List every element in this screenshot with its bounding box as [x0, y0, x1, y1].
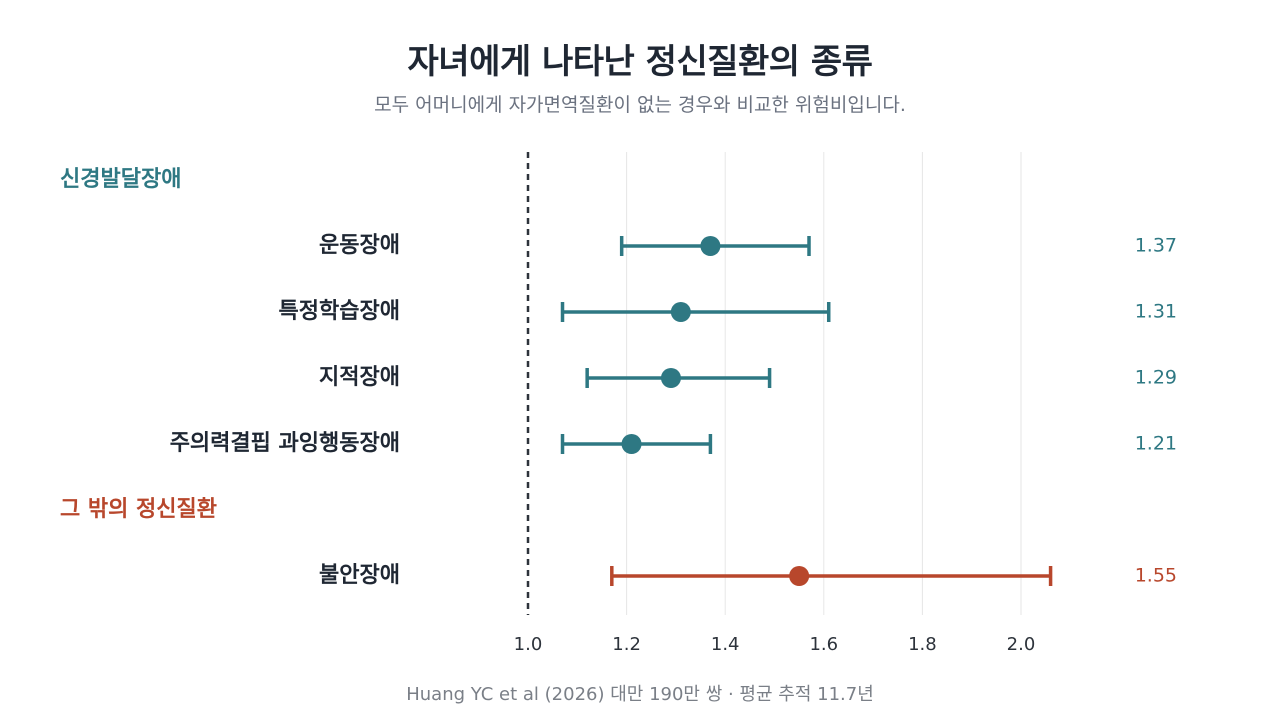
- point-estimate: [789, 566, 810, 586]
- value-label: 1.37: [1135, 235, 1177, 257]
- value-label: 1.29: [1135, 367, 1177, 389]
- row-label: 지적장애: [319, 365, 400, 390]
- page-title: 자녀에게 나타난 정신질환의 종류: [407, 42, 873, 82]
- value-label: 1.21: [1135, 433, 1177, 455]
- x-tick-label: 1.0: [514, 634, 543, 655]
- source-footnote: Huang YC et al (2026) 대만 190만 쌍 · 평균 추적 …: [406, 684, 874, 705]
- page-subtitle: 모두 어머니에게 자가면역질환이 없는 경우와 비교한 위험비입니다.: [374, 94, 906, 116]
- x-tick-label: 1.8: [908, 634, 937, 655]
- x-tick-label: 1.2: [612, 634, 641, 655]
- point-estimate: [700, 236, 721, 256]
- value-label: 1.31: [1135, 301, 1177, 323]
- value-label: 1.55: [1135, 565, 1177, 587]
- point-estimate: [660, 368, 681, 388]
- group-label: 신경발달장애: [60, 167, 181, 192]
- group-label: 그 밖의 정신질환: [60, 497, 217, 522]
- point-estimate: [670, 302, 691, 322]
- point-estimate: [621, 434, 642, 454]
- row-label: 주의력결핍 과잉행동장애: [170, 431, 400, 456]
- row-label: 운동장애: [319, 233, 400, 258]
- x-tick-label: 1.6: [809, 634, 838, 655]
- row-label: 특정학습장애: [279, 299, 400, 324]
- x-tick-label: 2.0: [1007, 634, 1036, 655]
- x-tick-label: 1.4: [711, 634, 740, 655]
- row-label: 불안장애: [319, 563, 400, 588]
